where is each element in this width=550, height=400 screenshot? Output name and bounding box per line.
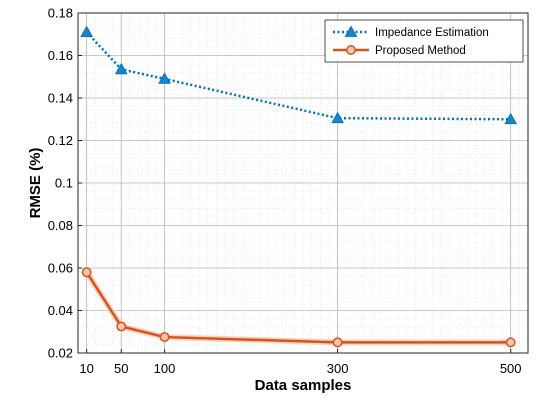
y-tick-label: 0.02 [48, 346, 73, 361]
y-tick-label: 0.04 [48, 303, 73, 318]
x-tick-label: 100 [154, 361, 176, 376]
y-axis-ticks: 0.02 0.04 0.06 0.08 0.1 0.12 0.14 0.16 0.18 [48, 6, 82, 361]
proposed-method-marker [332, 337, 343, 348]
impedance-estimation-marker [504, 112, 518, 125]
x-axis-ticks: 10 50 100 300 500 [79, 349, 522, 376]
x-tick-label: 50 [114, 361, 128, 376]
proposed-method-legend-label: Proposed Method [375, 45, 466, 57]
impedance-estimation-marker [80, 25, 94, 38]
impedance-estimation-series [80, 25, 518, 125]
x-axis-label: Data samples [255, 377, 352, 394]
proposed-method-marker [505, 337, 516, 348]
y-tick-label: 0.08 [48, 218, 73, 233]
proposed-method-marker [159, 332, 170, 343]
impedance-estimation-marker [158, 72, 171, 84]
y-tick-label: 0.12 [48, 133, 73, 148]
legend: Impedance Estimation Proposed Method [324, 19, 524, 63]
proposed-method-marker [116, 321, 127, 332]
x-tick-label: 500 [500, 361, 522, 376]
x-tick-label: 10 [79, 361, 93, 376]
proposed-method-series [81, 267, 516, 348]
y-tick-label: 0.14 [48, 91, 73, 106]
impedance-estimation-legend-marker [344, 25, 358, 37]
impedance-estimation-marker [114, 62, 128, 75]
y-tick-label: 0.16 [48, 48, 73, 63]
x-tick-label: 300 [327, 361, 349, 376]
series-layer [80, 25, 518, 348]
proposed-method-legend-marker [346, 45, 356, 55]
y-tick-label: 0.1 [55, 176, 73, 191]
impedance-estimation-marker [331, 111, 344, 124]
impedance-estimation-legend-label: Impedance Estimation [375, 27, 489, 39]
y-axis-label: RMSE (%) [27, 148, 44, 219]
proposed-method-marker [81, 267, 92, 278]
y-tick-label: 0.06 [48, 261, 73, 276]
y-tick-label: 0.18 [48, 6, 73, 21]
legend-box [324, 19, 524, 63]
